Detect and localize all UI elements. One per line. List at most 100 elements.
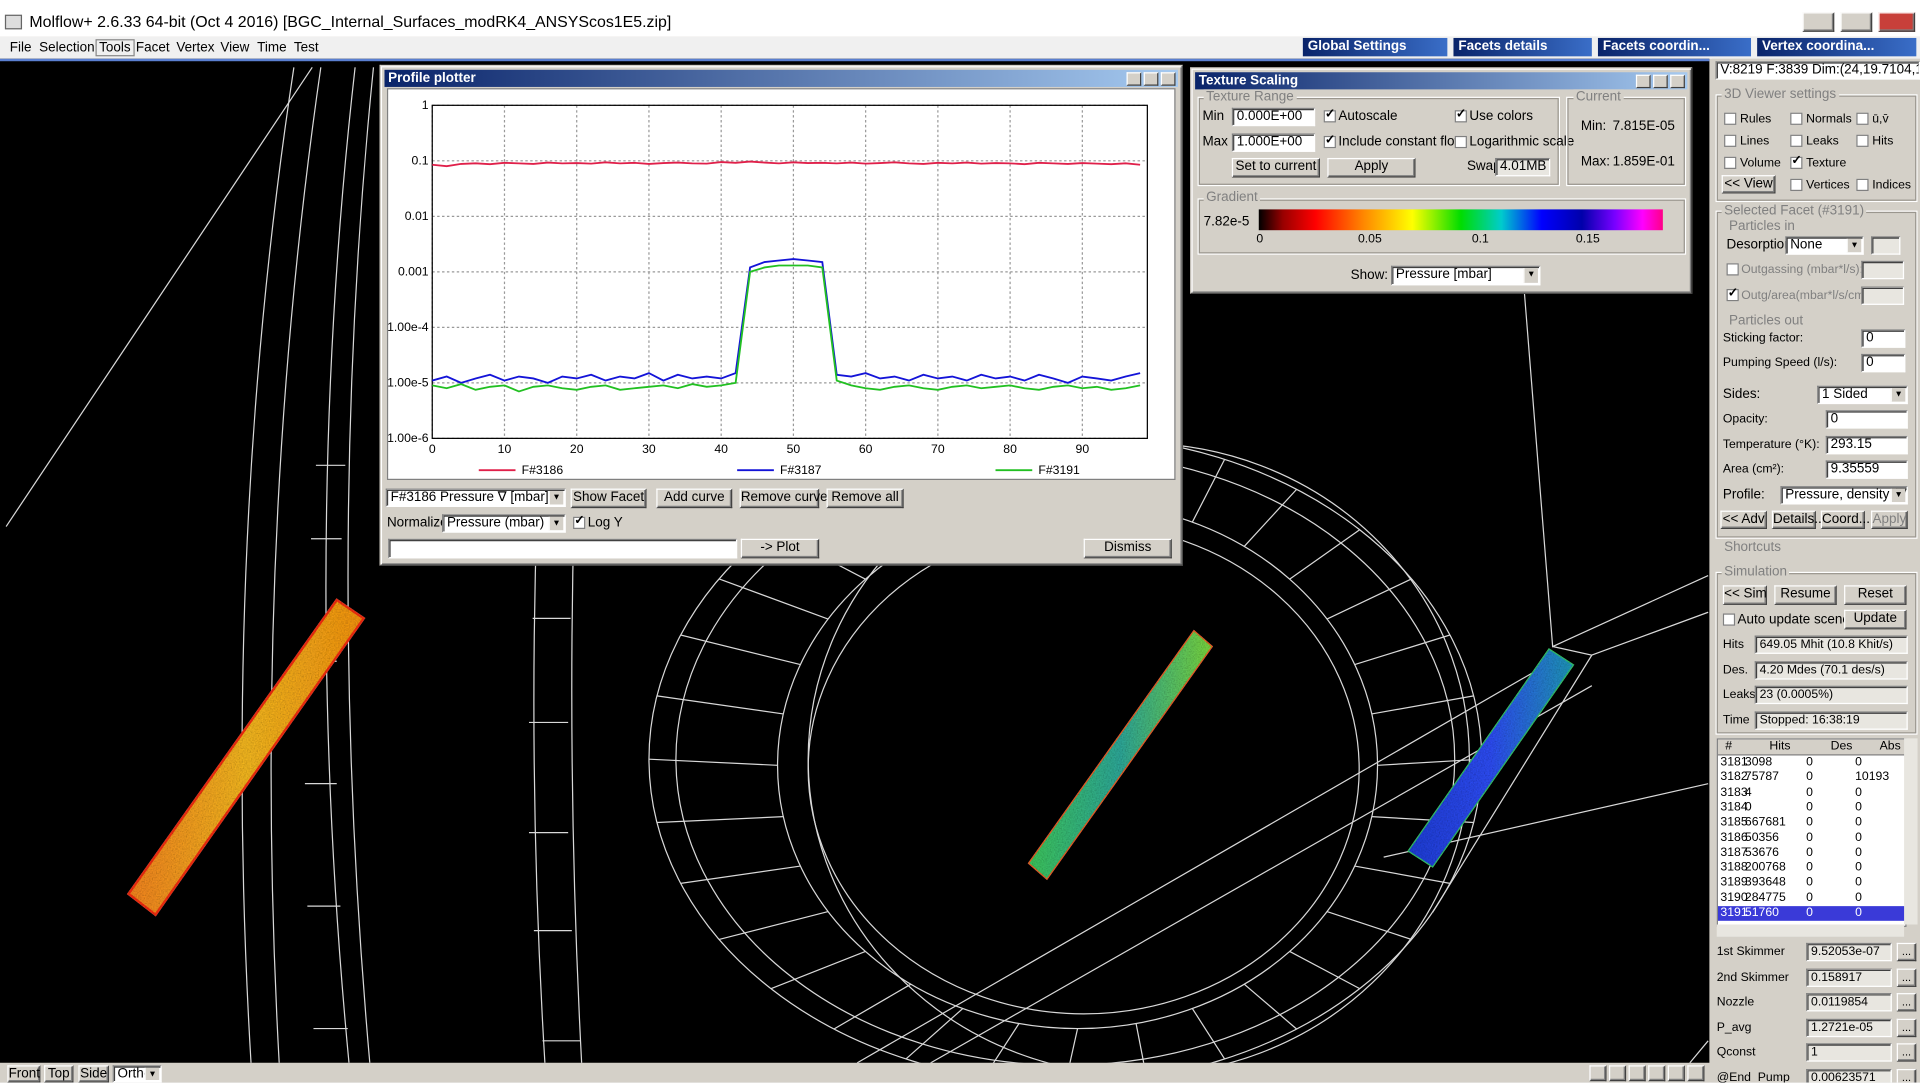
view-button[interactable]: Top — [44, 1065, 73, 1082]
tool-icon[interactable] — [1609, 1065, 1626, 1081]
win-button[interactable] — [1636, 75, 1651, 88]
button[interactable]: << View — [1722, 175, 1776, 193]
win-button[interactable] — [1670, 75, 1685, 88]
button[interactable]: Remove curve — [740, 489, 820, 509]
formula-input[interactable] — [388, 539, 737, 559]
tool-icon[interactable] — [1648, 1065, 1665, 1081]
scrollbar[interactable] — [1717, 924, 1904, 936]
param-button[interactable]: ... — [1897, 1018, 1917, 1036]
checkbox[interactable] — [1724, 113, 1736, 125]
tab[interactable]: Vertex coordina... — [1757, 38, 1916, 56]
checkbox[interactable] — [1856, 113, 1868, 125]
param-button[interactable]: ... — [1897, 993, 1917, 1011]
menu-item[interactable]: Test — [291, 40, 321, 55]
win-button[interactable] — [1161, 72, 1176, 85]
tab[interactable]: Facets coordin... — [1598, 38, 1751, 56]
view-button[interactable]: Front — [7, 1065, 40, 1082]
sides-select[interactable]: 1 Sided — [1817, 386, 1908, 404]
close[interactable] — [1878, 12, 1915, 32]
tab[interactable]: Global Settings — [1303, 38, 1447, 56]
input[interactable]: 0 — [1861, 329, 1905, 347]
menu-item[interactable]: Facet — [133, 40, 172, 55]
input[interactable]: 9.35559 — [1826, 460, 1908, 478]
profile-select[interactable]: Pressure, density (∇) — [1780, 486, 1907, 504]
button[interactable]: Apply — [1327, 158, 1415, 178]
checkbox[interactable] — [1455, 136, 1467, 148]
checkbox[interactable] — [573, 517, 585, 529]
label: Leaks — [1723, 687, 1756, 703]
checkbox[interactable] — [1790, 135, 1802, 147]
win-button[interactable] — [1127, 72, 1142, 85]
checkbox[interactable] — [1790, 157, 1802, 169]
button[interactable]: Reset — [1844, 585, 1906, 605]
tab[interactable]: Facets details — [1453, 38, 1591, 56]
tool-icon[interactable] — [1668, 1065, 1685, 1081]
param-button[interactable]: ... — [1897, 1068, 1917, 1082]
menu-item[interactable]: Vertex — [174, 40, 217, 55]
checkbox[interactable] — [1790, 179, 1802, 191]
button[interactable]: Details... — [1772, 511, 1816, 529]
checkbox[interactable] — [1324, 110, 1336, 122]
input[interactable]: 1.000E+00 — [1232, 133, 1315, 151]
input[interactable]: 0 — [1861, 354, 1905, 372]
cell: 0 — [1855, 831, 1862, 846]
param-button[interactable]: ... — [1897, 968, 1917, 986]
checkbox[interactable] — [1790, 113, 1802, 125]
win-button[interactable] — [1653, 75, 1668, 88]
input[interactable]: 293.15 — [1826, 435, 1908, 453]
show-select[interactable]: Pressure [mbar] — [1391, 266, 1540, 286]
menu-item[interactable]: Time — [255, 40, 289, 55]
checkbox[interactable] — [1724, 135, 1736, 147]
minimize[interactable] — [1802, 12, 1834, 32]
menu-item[interactable]: Tools — [96, 39, 135, 56]
button[interactable]: Update — [1844, 610, 1906, 630]
scrollbar[interactable] — [1904, 738, 1917, 924]
view-button[interactable]: Side — [78, 1065, 109, 1082]
checkbox[interactable] — [1723, 613, 1735, 625]
checkbox[interactable] — [1324, 136, 1336, 148]
curve-select[interactable]: F#3186 Pressure ∇ [mbar] — [386, 489, 566, 507]
button[interactable]: Add curve — [656, 489, 732, 509]
button[interactable]: Set to current — [1232, 158, 1320, 178]
button[interactable]: Dismiss — [1084, 539, 1172, 559]
menu-item[interactable]: View — [218, 40, 252, 55]
normalize-select[interactable]: Pressure (mbar) — [442, 514, 566, 532]
menu-item[interactable]: File — [7, 40, 34, 55]
tool-icon[interactable] — [1629, 1065, 1646, 1081]
menu-item[interactable]: Selection — [37, 40, 97, 55]
button[interactable]: Coord... — [1821, 511, 1865, 529]
checkbox[interactable] — [1856, 135, 1868, 147]
input[interactable]: 0.000E+00 — [1232, 108, 1315, 126]
button[interactable]: Remove all — [827, 489, 904, 509]
button[interactable]: -> Plot — [741, 539, 819, 559]
param-button[interactable]: ... — [1897, 1043, 1917, 1061]
projection-select[interactable]: Ortho. — [113, 1065, 162, 1082]
checkbox[interactable] — [1724, 157, 1736, 169]
group-title[interactable]: Shortcuts — [1722, 540, 1784, 556]
input[interactable]: 0 — [1826, 410, 1908, 428]
checkbox[interactable] — [1455, 110, 1467, 122]
button[interactable]: Resume — [1774, 585, 1836, 605]
desorption-select[interactable]: None — [1785, 236, 1863, 254]
button[interactable]: << Adv — [1720, 511, 1767, 529]
tool-icon[interactable] — [1687, 1065, 1704, 1081]
win-button[interactable] — [1144, 72, 1159, 85]
button[interactable]: << Sim — [1723, 585, 1767, 605]
checkbox[interactable] — [1856, 179, 1868, 191]
restore[interactable] — [1840, 12, 1872, 32]
param-button[interactable]: ... — [1897, 943, 1917, 961]
button[interactable]: Show Facet — [571, 489, 647, 509]
tool-icon[interactable] — [1589, 1065, 1606, 1081]
